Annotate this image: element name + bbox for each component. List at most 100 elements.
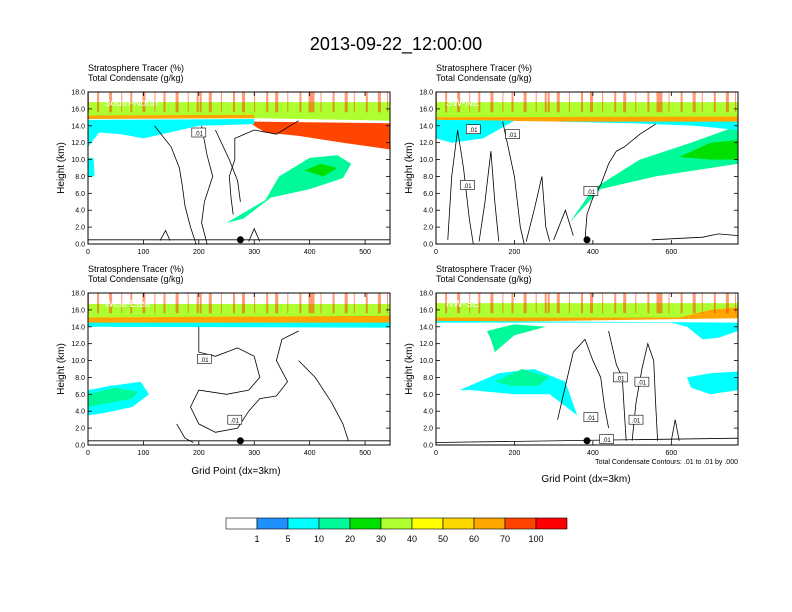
tracer-streak xyxy=(701,293,703,314)
panel-title-tracer: Stratosphere Tracer (%) xyxy=(88,63,184,73)
tracer-streak xyxy=(659,92,663,113)
tracer-streak xyxy=(175,293,179,314)
x-tick-label: 400 xyxy=(304,249,316,256)
contour-label-box xyxy=(583,186,599,196)
contour-label-box xyxy=(613,372,628,383)
x-tick-label: 600 xyxy=(665,450,677,457)
x-tick-label: 0 xyxy=(86,249,90,256)
condensate-contour xyxy=(502,121,525,245)
tracer-streak xyxy=(692,293,696,314)
contour-label-box xyxy=(505,129,520,140)
colorbar-swatch xyxy=(504,517,537,530)
condensate-contour xyxy=(584,123,656,240)
tracer-region xyxy=(88,322,390,328)
contour-label-box xyxy=(227,414,243,425)
tracer-streak xyxy=(299,293,302,314)
x-tick-label: 100 xyxy=(138,450,150,457)
condensate-contour xyxy=(248,227,261,242)
y-tick-label: 0.0 xyxy=(75,242,85,249)
tracer-streak xyxy=(208,92,212,113)
y-tick-label: 2.0 xyxy=(423,225,433,232)
contour-label-box xyxy=(191,127,207,138)
tracer-region xyxy=(88,387,138,407)
contour-label: .01 xyxy=(602,438,611,444)
colorbar-label: 50 xyxy=(438,534,448,544)
x-tick-label: 200 xyxy=(193,450,205,457)
tracer-streak xyxy=(109,293,113,314)
tracer-streak xyxy=(311,293,315,314)
cross-section-label: NW-SE xyxy=(446,299,479,310)
colorbar-label: 30 xyxy=(376,534,386,544)
tracer-streak xyxy=(623,293,627,314)
tracer-streak xyxy=(647,293,650,314)
condensate-contour xyxy=(478,151,500,242)
y-tick-label: 14.0 xyxy=(419,324,433,331)
tracer-streak xyxy=(344,92,348,113)
colorbar-swatch xyxy=(225,517,258,530)
panel-sw-ne: Stratosphere Tracer (%) Total Condensate… xyxy=(404,63,739,256)
y-tick-label: 16.0 xyxy=(419,106,433,113)
tracer-region xyxy=(494,369,550,386)
tracer-region xyxy=(487,324,546,353)
tracer-streak xyxy=(266,293,269,314)
y-tick-label: 4.0 xyxy=(423,409,433,416)
tracer-streak xyxy=(344,293,348,314)
contour-label: .01 xyxy=(587,416,596,422)
cross-section-label: South-North xyxy=(104,98,158,109)
tracer-streak xyxy=(196,92,199,113)
tracer-streak xyxy=(701,92,703,113)
colorbar-label: 5 xyxy=(285,534,290,544)
x-axis-label: Grid Point (dx=3km) xyxy=(191,466,280,477)
tracer-streak xyxy=(478,92,481,113)
tracer-streak xyxy=(635,293,637,314)
colorbar-swatch xyxy=(535,517,568,530)
tracer-streak xyxy=(614,92,617,113)
contour-label: .01 xyxy=(469,128,478,134)
tracer-streak xyxy=(320,92,322,113)
panel-title-tracer: Stratosphere Tracer (%) xyxy=(436,63,532,73)
y-tick-label: 10.0 xyxy=(419,358,433,365)
plot-frame xyxy=(435,292,739,446)
y-tick-label: 2.0 xyxy=(423,426,433,433)
y-tick-label: 0.0 xyxy=(75,443,85,450)
tracer-streak xyxy=(353,293,355,314)
panel-west-east: Stratosphere Tracer (%) Total Condensate… xyxy=(56,264,391,477)
contour-label-box xyxy=(460,180,475,190)
y-tick-label: 4.0 xyxy=(75,208,85,215)
tracer-streak xyxy=(659,293,663,314)
y-tick-label: 2.0 xyxy=(75,225,85,232)
plot-frame xyxy=(87,91,391,245)
tracer-region xyxy=(687,371,738,395)
contour-label-box xyxy=(583,412,599,422)
tracer-streak xyxy=(511,293,514,314)
contour-label: .01 xyxy=(508,133,517,139)
tracer-streak xyxy=(535,293,537,314)
tracer-region xyxy=(459,369,578,416)
colorbar-swatch xyxy=(287,517,320,530)
tracer-streak xyxy=(735,293,736,314)
contour-label: .01 xyxy=(638,381,647,387)
x-tick-label: 200 xyxy=(193,249,205,256)
tracer-streak xyxy=(581,92,583,113)
x-tick-label: 300 xyxy=(248,249,260,256)
tracer-streak xyxy=(308,293,312,314)
plot-area: .01 .01 0.0 2.0 4.0 6.0 8.0 10.0 12.0 14.0 16.0 18.… xyxy=(71,291,391,457)
tracer-streak xyxy=(602,92,604,113)
colorbar-label: 1 xyxy=(254,534,259,544)
y-tick-label: 4.0 xyxy=(423,208,433,215)
tracer-region xyxy=(436,320,738,340)
tracer-region xyxy=(679,140,738,160)
tracer-streak xyxy=(299,92,302,113)
contour-footnote: Total Condensate Contours: .01 to .01 by… xyxy=(595,459,738,466)
tracer-streak xyxy=(692,92,696,113)
tracer-streak xyxy=(121,92,123,113)
tracer-streak xyxy=(208,293,212,314)
cross-section-label: SW-NE xyxy=(446,98,479,109)
tracer-streak xyxy=(97,92,100,113)
tracer-streak xyxy=(275,293,279,314)
tracer-streak xyxy=(266,92,269,113)
tracer-streak xyxy=(511,92,514,113)
tracer-region xyxy=(248,121,390,150)
tracer-streak xyxy=(220,92,222,113)
location-marker xyxy=(583,236,591,244)
